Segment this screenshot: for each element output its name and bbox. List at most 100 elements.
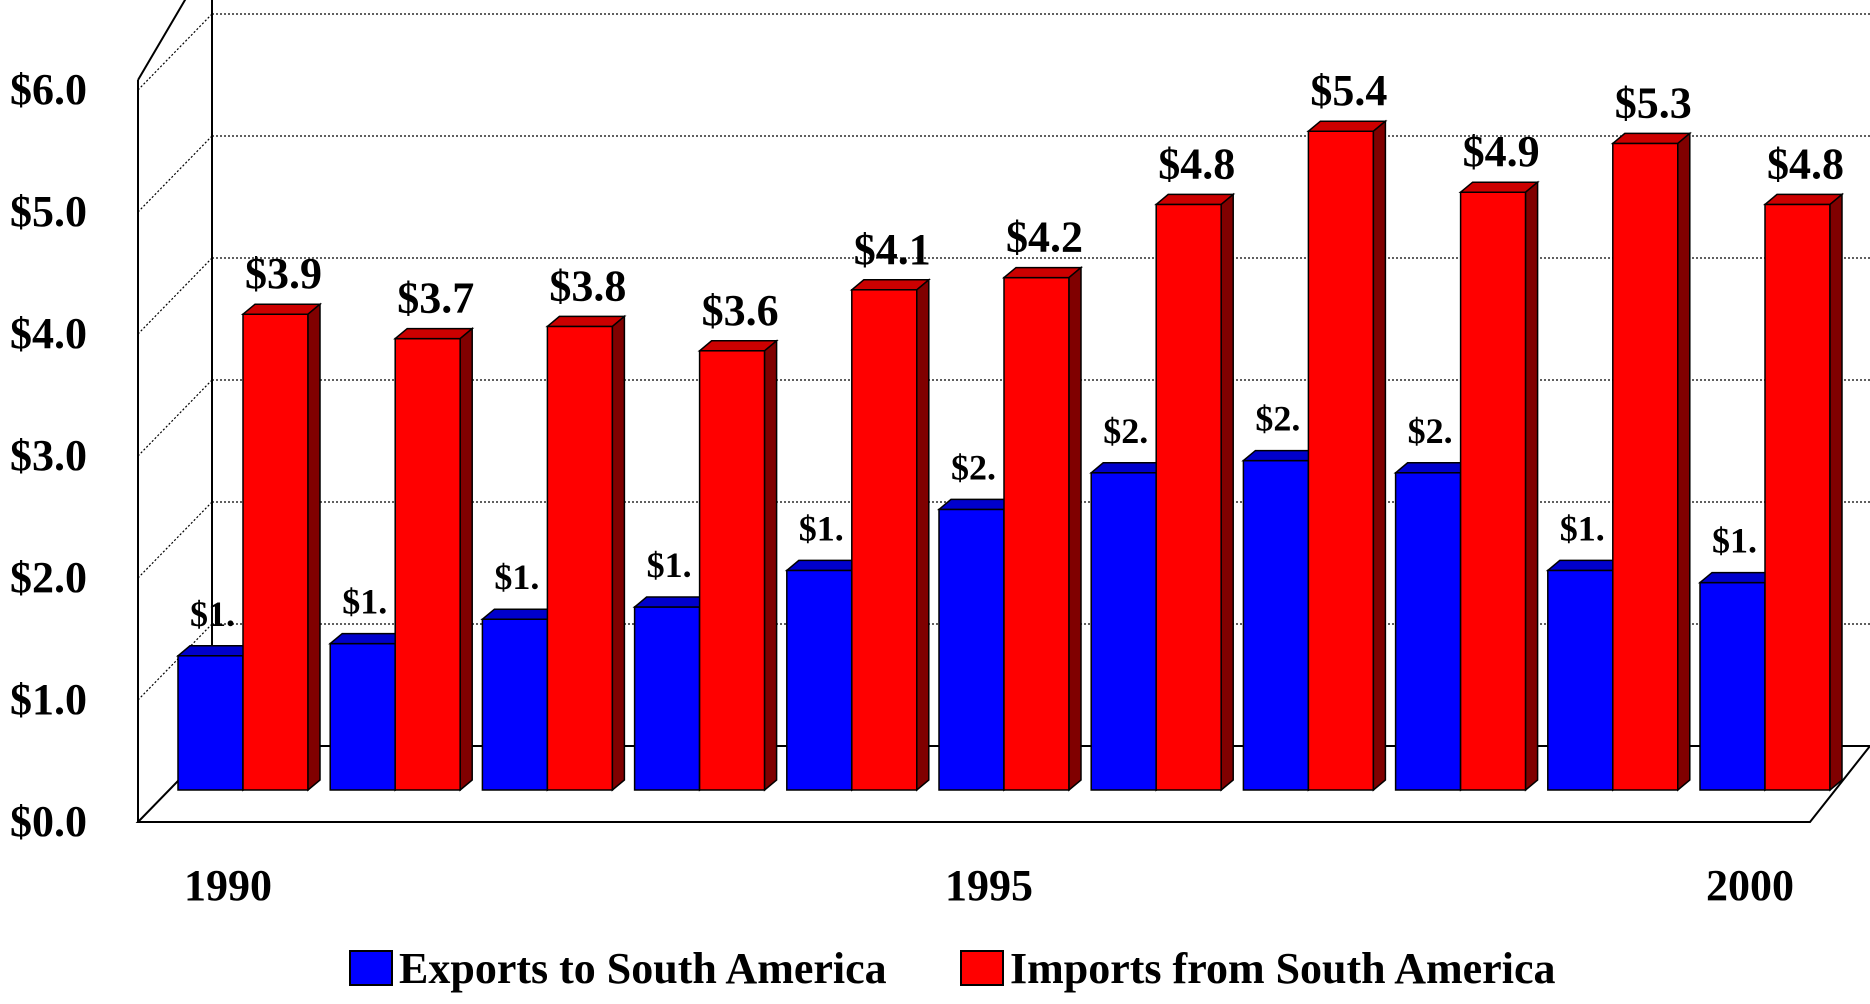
bar-imports-1998: [1458, 180, 1540, 792]
data-label-exports-2000: $1.: [1712, 521, 1757, 561]
bar-data-labels: $1. $3.9 $1. $3.7 $1. $3.8 $1. $3.6 $1. $4.1 $2. $4…: [190, 66, 1844, 634]
data-label-imports-1993: $3.6: [702, 286, 779, 335]
bar-front: [1307, 130, 1375, 791]
data-label-exports-1991: $1.: [342, 582, 387, 622]
bar-side: [1372, 119, 1387, 792]
data-label-exports-1999: $1.: [1560, 508, 1605, 548]
legend: Exports to South America Imports from So…: [0, 940, 1870, 1000]
bar-side: [611, 314, 626, 792]
gridline-side: [137, 379, 213, 457]
legend-item-imports: Imports from South America: [960, 940, 1555, 996]
data-label-exports-1990: $1.: [190, 594, 235, 634]
bar-imports-1997: [1306, 119, 1388, 792]
gridline-side: [137, 135, 213, 213]
bar-side: [1068, 265, 1082, 792]
bar-front: [1394, 472, 1462, 791]
bar-top: [1154, 193, 1236, 206]
bar-imports-2000: [1762, 192, 1845, 792]
bar-front: [177, 655, 244, 791]
legend-item-exports: Exports to South America: [349, 940, 887, 996]
legend-swatch-imports: [960, 950, 1004, 986]
bar-side: [763, 339, 778, 792]
x-axis-ticks: 1990 1995 2000: [184, 861, 1794, 910]
y-tick-label: $0.0: [10, 797, 87, 846]
bar-top: [1610, 132, 1692, 145]
bar-side: [1677, 131, 1691, 792]
gridline-side: [137, 623, 213, 701]
data-label-imports-1998: $4.9: [1463, 127, 1540, 176]
data-label-exports-1992: $1.: [494, 557, 539, 597]
bar-front: [394, 337, 461, 791]
bar-front: [1764, 203, 1831, 791]
data-label-imports-1991: $3.7: [397, 274, 474, 323]
bar-front: [1699, 581, 1766, 791]
bar-imports-1995: [1001, 265, 1084, 792]
bar-top: [240, 303, 323, 315]
bar-top: [697, 340, 779, 352]
wall-top-edge: [137, 0, 187, 81]
data-label-exports-1996: $2.: [1103, 411, 1148, 451]
bar-imports-1992: [545, 314, 627, 792]
y-tick-label: $2.0: [10, 553, 87, 602]
x-tick-label: 1990: [184, 861, 272, 910]
bar-front: [1090, 472, 1157, 791]
bar-top: [1762, 193, 1845, 206]
bar-front: [1459, 191, 1527, 791]
bar-side: [307, 302, 321, 792]
bar-side: [1524, 180, 1539, 792]
y-tick-label: $1.0: [10, 675, 87, 724]
data-label-exports-1994: $1.: [799, 508, 844, 548]
bar-top: [1306, 120, 1388, 132]
bar-top: [849, 279, 931, 291]
bar-imports-1993: [697, 339, 779, 792]
data-label-exports-1998: $2.: [1408, 411, 1453, 451]
gridline-side: [137, 501, 213, 579]
gridline-side: [137, 257, 213, 335]
data-label-imports-1996: $4.8: [1158, 139, 1235, 188]
data-label-imports-1992: $3.8: [549, 261, 626, 310]
bar-side: [1829, 192, 1843, 792]
x-tick-label: 2000: [1706, 861, 1794, 910]
y-tick-label: $4.0: [10, 309, 87, 358]
bar-front: [938, 508, 1005, 791]
data-label-imports-1999: $5.3: [1615, 78, 1692, 127]
legend-label-exports: Exports to South America: [399, 943, 887, 993]
data-label-exports-1995: $2.: [951, 447, 996, 487]
data-label-imports-1990: $3.9: [245, 249, 322, 298]
data-label-exports-1993: $1.: [647, 545, 692, 585]
bar-imports-1991: [393, 326, 475, 792]
bar-side: [459, 326, 473, 792]
bar-side: [916, 278, 930, 792]
bar-front: [1612, 142, 1679, 791]
bar-imports-1999: [1610, 131, 1692, 792]
bar-imports-1996: [1154, 192, 1236, 792]
bar-front: [242, 313, 309, 791]
bar-imports-1994: [849, 278, 931, 792]
bar-front: [633, 606, 701, 791]
bar-front: [1155, 203, 1222, 791]
bar-front: [1003, 276, 1070, 791]
y-tick-label: $6.0: [10, 65, 87, 114]
data-label-imports-1997: $5.4: [1310, 66, 1387, 115]
data-label-imports-1995: $4.2: [1006, 213, 1083, 262]
bar-front: [546, 325, 614, 791]
bar-front: [1242, 459, 1310, 791]
bar-front: [851, 289, 918, 791]
bar-front: [786, 569, 853, 791]
bar-side: [1220, 192, 1234, 792]
bar-front: [329, 642, 396, 791]
bar-top: [545, 315, 627, 328]
bar-imports-1990: [240, 302, 323, 792]
bar-chart: $0.0$1.0$2.0$3.0$4.0$5.0$6.0 $1.$3.9$1.$…: [10, 0, 1870, 910]
bar-front: [1547, 569, 1614, 791]
legend-label-imports: Imports from South America: [1010, 943, 1556, 993]
bar-front: [698, 350, 766, 791]
data-label-exports-1997: $2.: [1255, 399, 1300, 439]
y-tick-label: $3.0: [10, 431, 87, 480]
data-label-imports-2000: $4.8: [1767, 139, 1844, 188]
bars: [175, 119, 1845, 792]
bar-top: [1458, 181, 1540, 193]
gridline-side: [137, 13, 213, 91]
bar-top: [1001, 266, 1084, 279]
data-label-imports-1994: $4.1: [854, 225, 931, 274]
